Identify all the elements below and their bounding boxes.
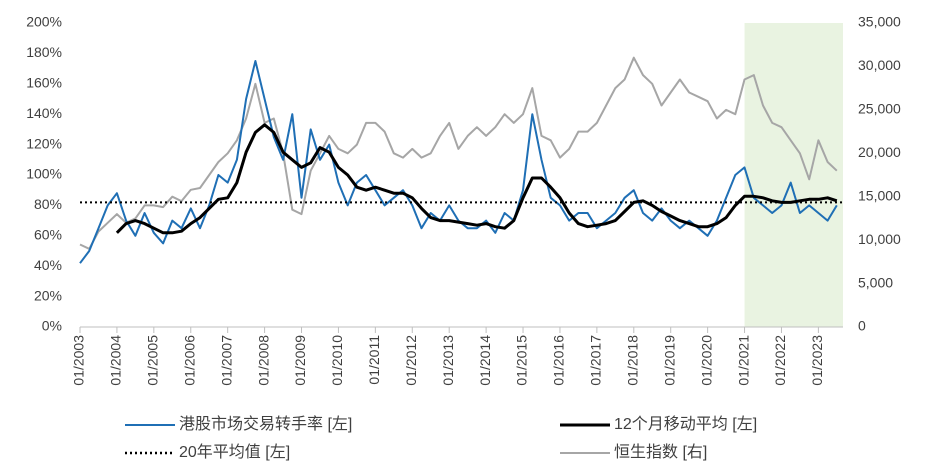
x-tick-label: 01/2007 — [218, 335, 234, 386]
x-tick-label: 01/2003 — [71, 335, 87, 386]
x-tick-label: 01/2012 — [403, 335, 419, 386]
y2-tick-label: 25,000 — [858, 101, 901, 117]
x-tick-label: 01/2009 — [292, 335, 308, 386]
y2-tick-label: 15,000 — [858, 187, 901, 203]
x-tick-label: 01/2016 — [551, 335, 567, 386]
x-tick-label: 01/2017 — [588, 335, 604, 386]
x-tick-label: 01/2014 — [477, 335, 493, 386]
legend-label: 20年平均值 [左] — [179, 443, 290, 461]
highlight-region — [744, 23, 843, 327]
series-line — [79, 60, 838, 264]
y-tick-label: 60% — [34, 227, 62, 243]
y2-tick-label: 20,000 — [858, 144, 901, 160]
x-tick-label: 01/2013 — [440, 335, 456, 386]
x-tick-label: 01/2015 — [514, 335, 530, 386]
y2-tick-label: 10,000 — [858, 231, 901, 247]
series-line — [79, 56, 838, 250]
series-line — [115, 123, 838, 235]
x-tick-label: 01/2011 — [366, 335, 382, 385]
y-tick-label: 20% — [34, 287, 62, 303]
y-tick-label: 0% — [42, 318, 62, 334]
x-tick-label: 01/2005 — [145, 335, 161, 386]
y2-tick-label: 35,000 — [858, 14, 901, 30]
x-tick-label: 01/2004 — [108, 335, 124, 386]
legend-label: 12个月移动平均 [左] — [614, 415, 757, 433]
y-tick-label: 180% — [26, 44, 62, 60]
y-tick-label: 40% — [34, 257, 62, 273]
x-tick-label: 01/2018 — [624, 335, 640, 386]
y-tick-label: 160% — [26, 75, 62, 91]
legend-label: 港股市场交易转手率 [左] — [179, 415, 352, 433]
y2-tick-label: 30,000 — [858, 57, 901, 73]
x-tick-label: 01/2020 — [698, 335, 714, 386]
x-tick-label: 01/2023 — [809, 335, 825, 386]
y-tick-label: 120% — [26, 135, 62, 151]
x-tick-label: 01/2022 — [772, 335, 788, 386]
y-tick-label: 80% — [34, 196, 62, 212]
legend: 港股市场交易转手率 [左] 12个月移动平均 [左] 20年平均值 [左] 恒生指数 … — [125, 415, 757, 461]
y-tick-label: 100% — [26, 166, 62, 182]
y-tick-label: 200% — [26, 14, 62, 30]
legend-label: 恒生指数 [右] — [614, 443, 707, 461]
x-tick-label: 01/2008 — [255, 335, 271, 386]
y2-tick-label: 0 — [858, 318, 866, 334]
x-tick-label: 01/2006 — [181, 335, 197, 386]
y-tick-label: 140% — [26, 105, 62, 121]
x-tick-label: 01/2021 — [735, 335, 751, 386]
x-tick-label: 01/2019 — [661, 335, 677, 386]
x-tick-label: 01/2010 — [329, 335, 345, 386]
y2-tick-label: 5,000 — [858, 274, 893, 290]
